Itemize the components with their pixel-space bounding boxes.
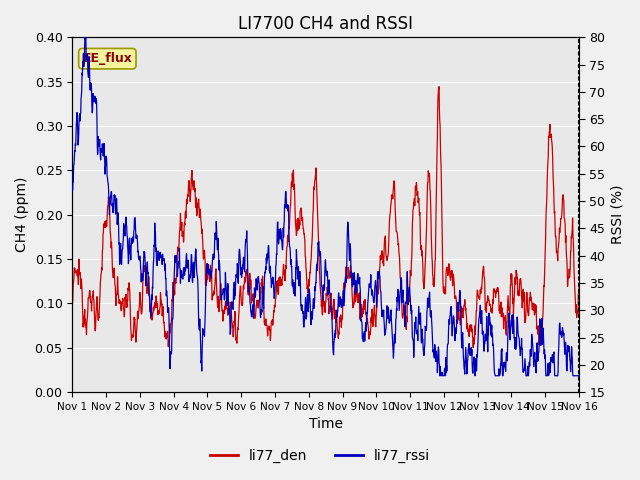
Title: LI7700 CH4 and RSSI: LI7700 CH4 and RSSI [238,15,413,33]
Y-axis label: CH4 (ppm): CH4 (ppm) [15,177,29,252]
Y-axis label: RSSI (%): RSSI (%) [611,185,625,244]
Text: EE_flux: EE_flux [83,52,132,65]
Legend: li77_den, li77_rssi: li77_den, li77_rssi [204,443,436,468]
X-axis label: Time: Time [308,418,342,432]
